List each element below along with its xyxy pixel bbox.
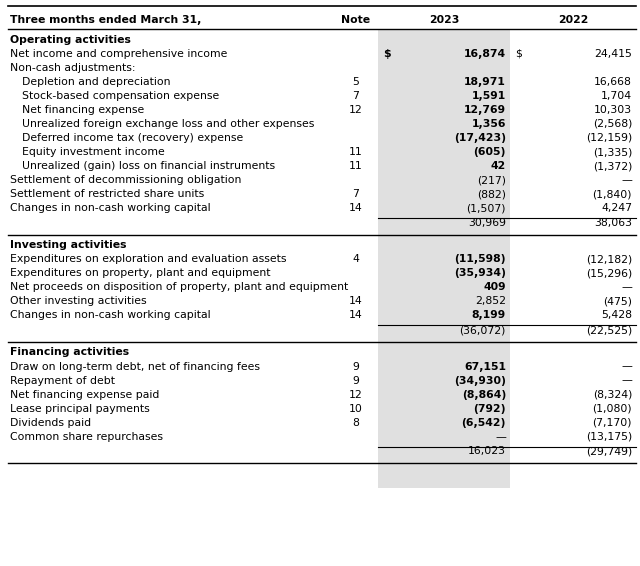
Text: Net proceeds on disposition of property, plant and equipment: Net proceeds on disposition of property,… [10,282,348,292]
Text: —: — [495,432,506,441]
Text: 409: 409 [483,282,506,292]
Text: (7,170): (7,170) [593,418,632,428]
Text: 8,199: 8,199 [472,310,506,320]
Text: (605): (605) [474,147,506,157]
Text: Stock-based compensation expense: Stock-based compensation expense [22,91,220,101]
Text: (29,749): (29,749) [586,447,632,457]
Text: (12,182): (12,182) [586,254,632,264]
Text: Common share repurchases: Common share repurchases [10,432,163,441]
Text: 18,971: 18,971 [464,77,506,87]
Text: (11,598): (11,598) [454,254,506,264]
Text: 7: 7 [353,91,360,101]
Text: 8: 8 [353,418,360,428]
Text: Draw on long-term debt, net of financing fees: Draw on long-term debt, net of financing… [10,362,260,371]
Text: 7: 7 [353,189,360,199]
Text: (8,864): (8,864) [461,389,506,400]
Text: 30,969: 30,969 [468,218,506,228]
Text: (2,568): (2,568) [593,119,632,129]
Text: Equity investment income: Equity investment income [22,147,164,157]
Text: $: $ [515,49,522,59]
Text: 9: 9 [353,362,360,371]
Text: Note: Note [341,15,371,25]
Text: 4,247: 4,247 [601,203,632,213]
Text: Expenditures on property, plant and equipment: Expenditures on property, plant and equi… [10,268,271,278]
Text: 2023: 2023 [429,15,459,25]
Text: 11: 11 [349,161,363,171]
Text: —: — [621,175,632,185]
Text: 12: 12 [349,105,363,115]
Text: Net financing expense paid: Net financing expense paid [10,389,159,400]
Text: Repayment of debt: Repayment of debt [10,376,115,385]
Text: Other investing activities: Other investing activities [10,297,147,306]
Text: 14: 14 [349,297,363,306]
Text: —: — [621,282,632,292]
Text: (1,372): (1,372) [593,161,632,171]
Text: 38,063: 38,063 [594,218,632,228]
Text: (1,840): (1,840) [593,189,632,199]
Text: 5,428: 5,428 [601,310,632,320]
Text: Unrealized (gain) loss on financial instruments: Unrealized (gain) loss on financial inst… [22,161,275,171]
Text: (1,080): (1,080) [593,404,632,414]
Text: 4: 4 [353,254,360,264]
Text: 14: 14 [349,203,363,213]
Text: 14: 14 [349,310,363,320]
Text: (17,423): (17,423) [454,133,506,143]
Text: (35,934): (35,934) [454,268,506,278]
Text: Investing activities: Investing activities [10,240,127,250]
Text: (22,525): (22,525) [586,325,632,335]
Text: (8,324): (8,324) [593,389,632,400]
Text: Changes in non-cash working capital: Changes in non-cash working capital [10,310,211,320]
Text: Operating activities: Operating activities [10,35,131,45]
Text: (1,507): (1,507) [467,203,506,213]
Text: Deferred income tax (recovery) expense: Deferred income tax (recovery) expense [22,133,243,143]
Text: Non-cash adjustments:: Non-cash adjustments: [10,63,136,73]
Text: (36,072): (36,072) [460,325,506,335]
Text: Changes in non-cash working capital: Changes in non-cash working capital [10,203,211,213]
Text: Net financing expense: Net financing expense [22,105,144,115]
Text: 12: 12 [349,389,363,400]
Text: (1,335): (1,335) [593,147,632,157]
Bar [378,29,510,488]
Text: (12,159): (12,159) [586,133,632,143]
Text: 67,151: 67,151 [464,362,506,371]
Text: 42: 42 [491,161,506,171]
Text: (15,296): (15,296) [586,268,632,278]
Text: Lease principal payments: Lease principal payments [10,404,150,414]
Text: —: — [621,376,632,385]
Text: —: — [621,362,632,371]
Text: Unrealized foreign exchange loss and other expenses: Unrealized foreign exchange loss and oth… [22,119,314,129]
Text: 1,591: 1,591 [472,91,506,101]
Text: 1,356: 1,356 [472,119,506,129]
Text: (882): (882) [477,189,506,199]
Text: Net income and comprehensive income: Net income and comprehensive income [10,49,227,59]
Text: Settlement of restricted share units: Settlement of restricted share units [10,189,204,199]
Text: (475): (475) [603,297,632,306]
Text: Expenditures on exploration and evaluation assets: Expenditures on exploration and evaluati… [10,254,287,264]
Text: (34,930): (34,930) [454,376,506,385]
Text: (13,175): (13,175) [586,432,632,441]
Text: 2,852: 2,852 [475,297,506,306]
Text: 12,769: 12,769 [464,105,506,115]
Text: 24,415: 24,415 [594,49,632,59]
Text: Depletion and depreciation: Depletion and depreciation [22,77,170,87]
Text: 16,874: 16,874 [464,49,506,59]
Text: (792): (792) [474,404,506,414]
Text: (6,542): (6,542) [461,418,506,428]
Text: Settlement of decommissioning obligation: Settlement of decommissioning obligation [10,175,241,185]
Text: 16,023: 16,023 [468,447,506,457]
Text: 2022: 2022 [558,15,588,25]
Text: 5: 5 [353,77,360,87]
Text: 10: 10 [349,404,363,414]
Text: 1,704: 1,704 [601,91,632,101]
Text: Dividends paid: Dividends paid [10,418,91,428]
Text: 16,668: 16,668 [594,77,632,87]
Text: Three months ended March 31,: Three months ended March 31, [10,15,202,25]
Text: 11: 11 [349,147,363,157]
Text: 10,303: 10,303 [594,105,632,115]
Text: 9: 9 [353,376,360,385]
Text: (217): (217) [477,175,506,185]
Text: $: $ [383,49,390,59]
Text: Financing activities: Financing activities [10,348,129,358]
